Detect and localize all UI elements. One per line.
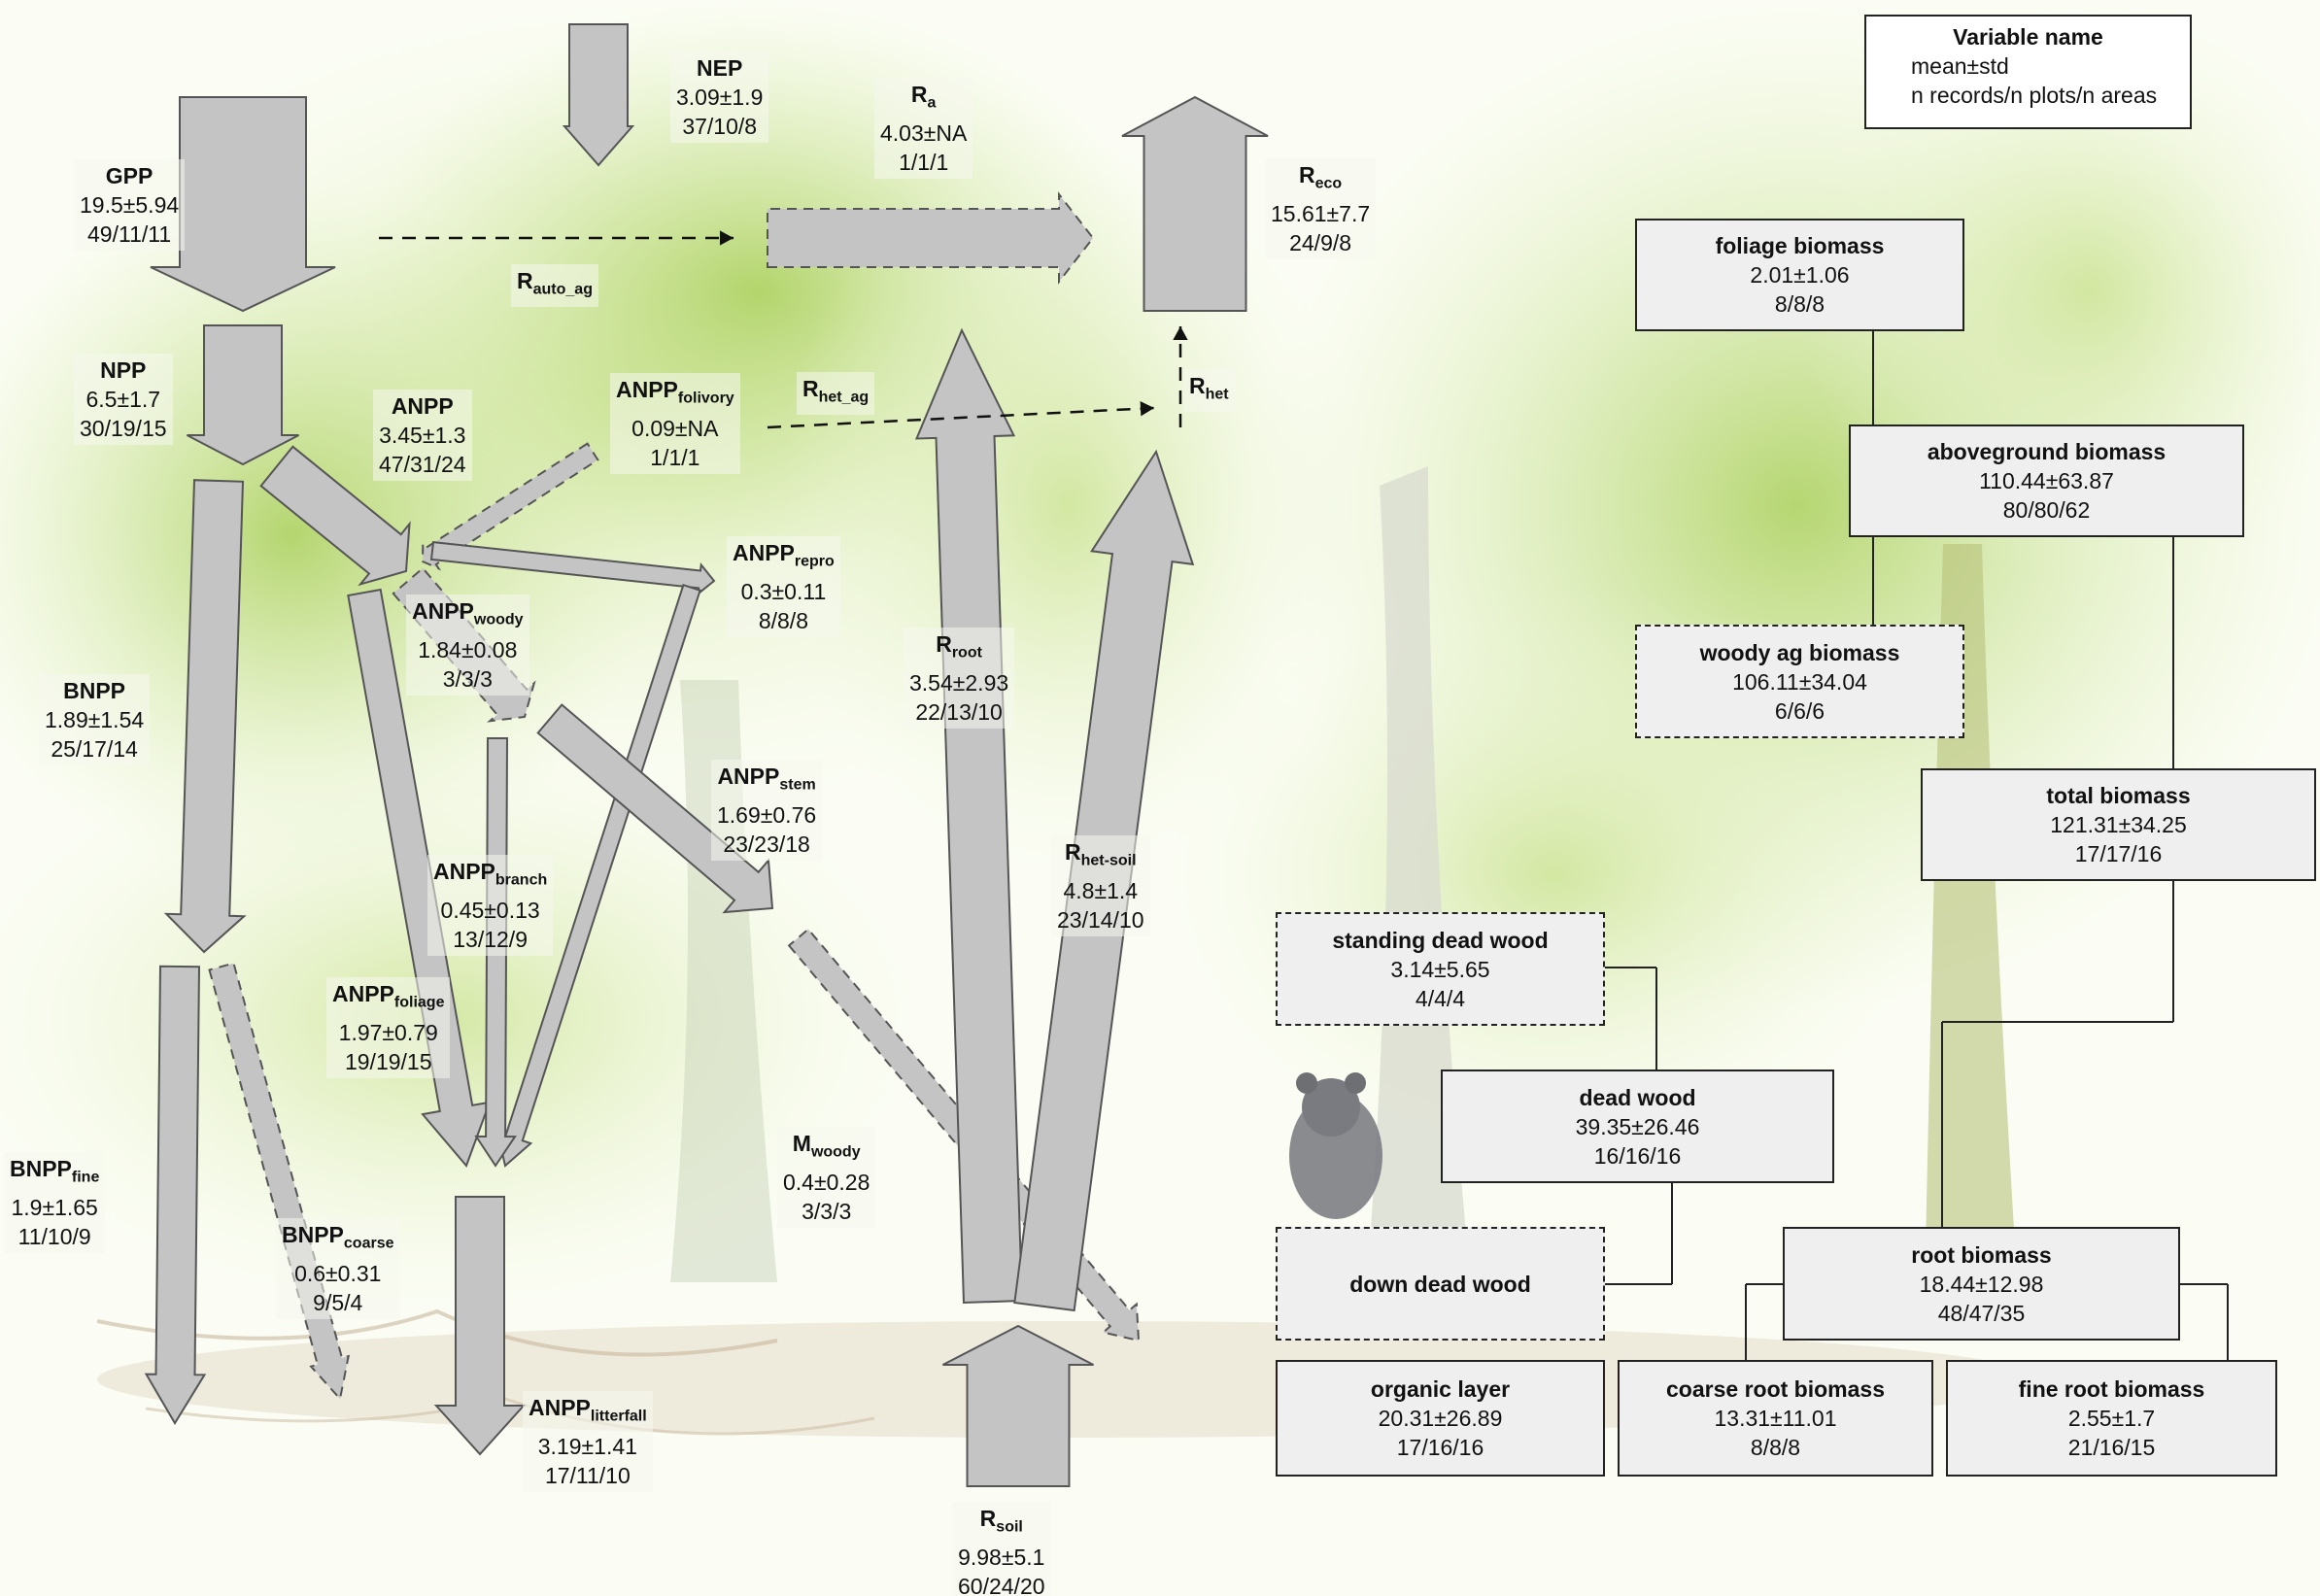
- flux-npp: NPP 6.5±1.7 30/19/15: [74, 354, 173, 445]
- dashed-rhetag: [767, 406, 1155, 429]
- flux-anpp-litterfall: ANPPlitterfall 3.19±1.41 17/11/10: [523, 1391, 653, 1492]
- flux-rroot: Rroot 3.54±2.93 22/13/10: [904, 628, 1015, 729]
- legend-count-label: n records/n plots/n areas: [1911, 83, 2158, 108]
- arrow-anpp-foliage: [347, 588, 492, 1168]
- stock-organic-layer: organic layer 20.31±26.89 17/16/16: [1276, 1360, 1605, 1477]
- flux-nep: NEP 3.09±1.9 37/10/8: [670, 51, 769, 143]
- arrow-gpp: [150, 96, 336, 313]
- arrow-anpp: [259, 445, 411, 587]
- arrow-npp: [187, 324, 299, 466]
- flux-m-woody: Mwoody 0.4±0.28 3/3/3: [777, 1127, 876, 1228]
- flux-bnpp: BNPP 1.89±1.54 25/17/14: [39, 674, 151, 765]
- arrow-rsoil: [942, 1324, 1094, 1487]
- flux-anpp-stem: ANPPstem 1.69±0.76 23/23/18: [711, 760, 823, 861]
- flux-ra: Ra 4.03±NA 1/1/1: [874, 78, 973, 179]
- stock-standing-dead-wood: standing dead wood 3.14±5.65 4/4/4: [1276, 912, 1605, 1026]
- flux-anpp-foliage: ANPPfoliage 1.97±0.79 19/19/15: [326, 977, 451, 1078]
- flux-bnpp-fine: BNPPfine 1.9±1.65 11/10/9: [4, 1152, 106, 1253]
- flux-rhet: Rhet: [1183, 369, 1235, 412]
- arrow-anpp-folivory: [421, 442, 599, 571]
- arrow-ra: [767, 191, 1095, 285]
- arrow-anpp-litterfall: [433, 1196, 527, 1456]
- flux-anpp-branch: ANPPbranch 0.45±0.13 13/12/9: [427, 855, 554, 956]
- flux-anpp: ANPP 3.45±1.3 47/31/24: [373, 390, 472, 481]
- flux-anpp-woody: ANPPwoody 1.84±0.08 3/3/3: [406, 594, 529, 696]
- arrow-bnpp: [163, 479, 247, 954]
- legend-title: Variable name: [1953, 24, 2103, 50]
- flux-reco: Reco 15.61±7.7 24/9/8: [1265, 158, 1377, 259]
- stock-down-dead-wood: down dead wood: [1276, 1227, 1605, 1341]
- arrow-anpp-stem: [536, 703, 774, 914]
- stock-woody-ag-biomass: woody ag biomass 106.11±34.04 6/6/6: [1635, 625, 1964, 738]
- stock-aboveground-biomass: aboveground biomass 110.44±63.87 80/80/62: [1849, 424, 2244, 537]
- stock-total-biomass: total biomass 121.31±34.25 17/17/16: [1921, 768, 2316, 881]
- stock-coarse-root-biomass: coarse root biomass 13.31±11.01 8/8/8: [1618, 1360, 1933, 1477]
- flux-rhet-soil: Rhet-soil 4.8±1.4 23/14/10: [1051, 835, 1150, 936]
- bear-icon: [1289, 1072, 1382, 1219]
- tree-trunk: [1370, 466, 1467, 1243]
- dashed-rhetag-head: [1140, 401, 1154, 417]
- arrow-bnpp-fine: [144, 965, 207, 1425]
- stock-dead-wood: dead wood 39.35±26.46 16/16/16: [1441, 1070, 1834, 1183]
- flux-bnpp-coarse: BNPPcoarse 0.6±0.31 9/5/4: [276, 1218, 400, 1319]
- arrow-nep: [562, 23, 635, 167]
- dashed-rautoag-head: [719, 230, 734, 246]
- flux-rautoag: Rauto_ag: [511, 264, 598, 307]
- legend-box: Variable name mean±std n records/n plots…: [1864, 15, 2192, 129]
- stock-root-biomass: root biomass 18.44±12.98 48/47/35: [1783, 1227, 2180, 1341]
- flux-anpp-folivory: ANPPfolivory 0.09±NA 1/1/1: [610, 373, 740, 474]
- arrow-reco: [1121, 95, 1269, 312]
- flux-rsoil: Rsoil 9.98±5.1 60/24/20: [952, 1502, 1051, 1596]
- flux-gpp: GPP 19.5±5.94 49/11/11: [74, 159, 186, 251]
- stock-fine-root-biomass: fine root biomass 2.55±1.7 21/16/15: [1946, 1360, 2277, 1477]
- flux-anpp-repro: ANPPrepro 0.3±0.11 8/8/8: [727, 536, 840, 637]
- stock-foliage-biomass: foliage biomass 2.01±1.06 8/8/8: [1635, 219, 1964, 331]
- legend-mean-label: mean±std: [1911, 53, 2009, 79]
- dashed-rhet-head: [1173, 326, 1188, 341]
- flux-rhetag: Rhet_ag: [797, 372, 875, 415]
- arrow-rroot: [914, 327, 1024, 1305]
